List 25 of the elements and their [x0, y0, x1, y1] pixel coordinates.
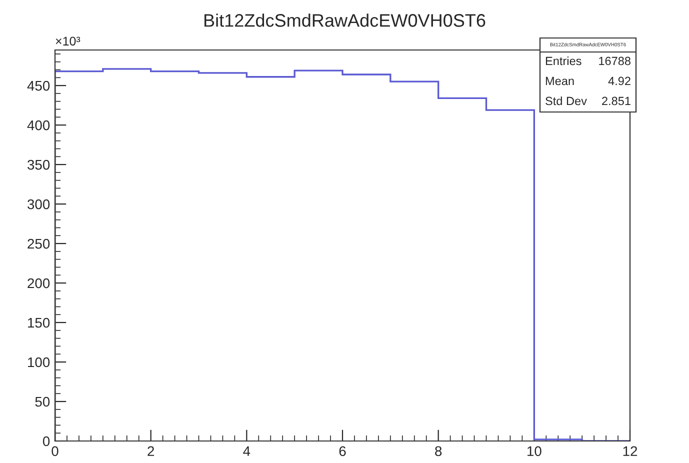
x-tick-label: 10 — [528, 446, 542, 456]
y-tick-label: 150 — [28, 318, 50, 328]
chart-title: Bit12ZdcSmdRawAdcEW0VH0ST6 — [204, 14, 486, 27]
annotation: Mean — [546, 76, 574, 86]
annotation: 16788 — [599, 56, 630, 66]
annotation: Entries — [546, 56, 582, 66]
y-tick-label: 300 — [28, 199, 50, 210]
x-tick-label: 8 — [435, 446, 442, 456]
text: ×10³ — [56, 36, 80, 46]
y-tick-label: 0 — [42, 436, 50, 446]
x-tick-label: 2 — [148, 446, 154, 456]
x-tick-label: 0 — [52, 446, 58, 456]
annotation: Std Dev — [546, 96, 587, 106]
x-tick-label: 6 — [339, 446, 346, 456]
x-tick-label: 12 — [623, 446, 638, 456]
y-tick-label: 400 — [27, 120, 50, 130]
y-tick-label: 250 — [28, 238, 50, 249]
y-tick-label: 350 — [28, 160, 50, 170]
y-tick-label: 100 — [28, 357, 50, 368]
y-tick-label: 450 — [27, 80, 50, 91]
y-tick-label: 50 — [35, 396, 50, 407]
annotation: 4.92 — [608, 76, 630, 86]
x-tick-label: 4 — [243, 446, 250, 456]
annotation: 2.851 — [602, 96, 630, 106]
y-tick-label: 200 — [28, 278, 50, 288]
